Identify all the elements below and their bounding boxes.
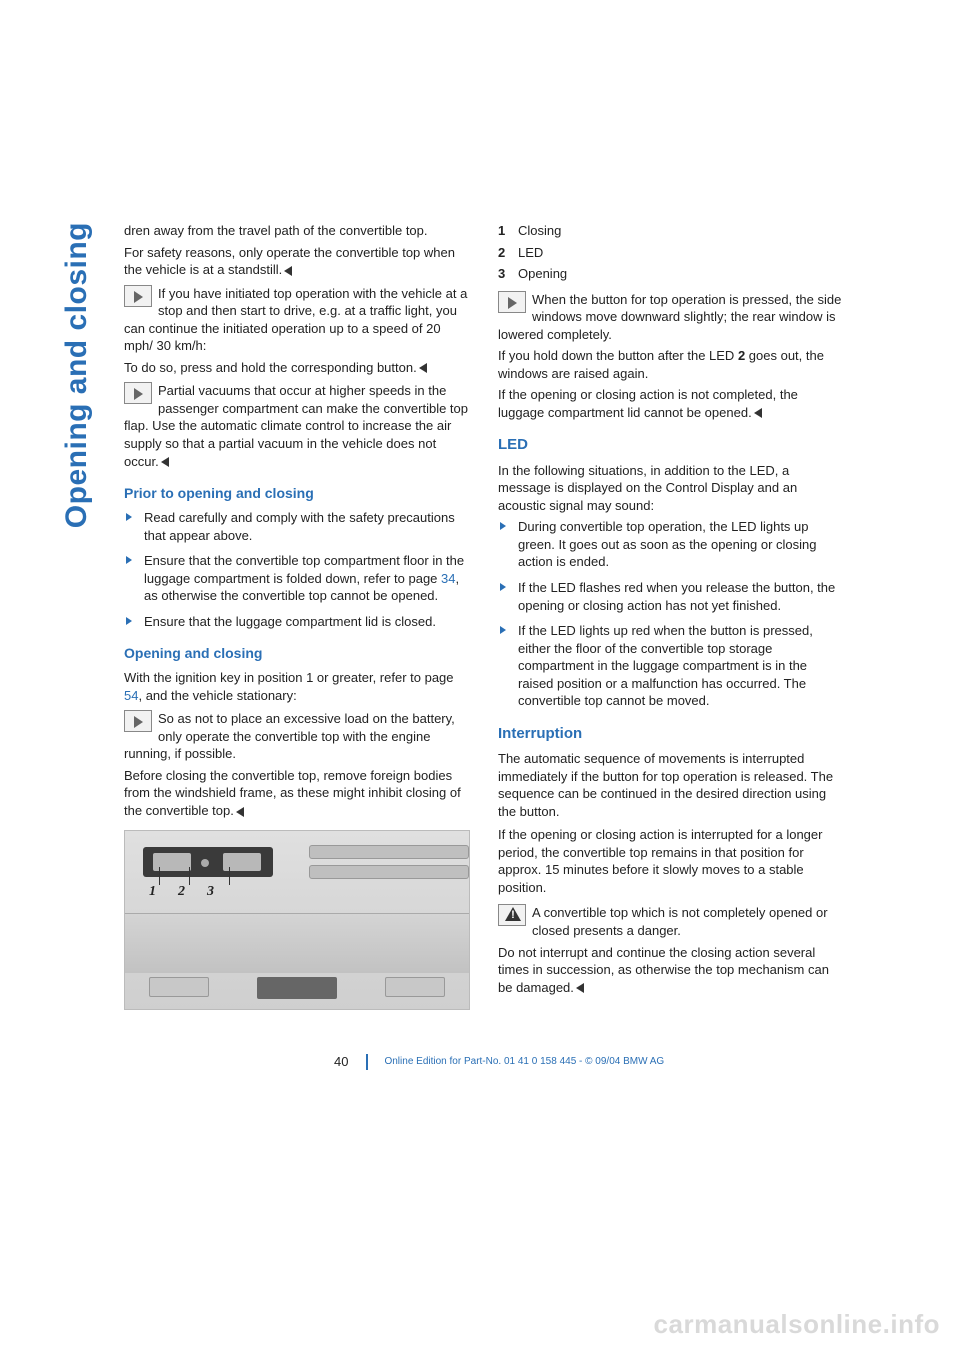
heading-prior: Prior to opening and closing xyxy=(124,484,470,503)
body-text: To do so, press and hold the correspondi… xyxy=(124,359,470,377)
note-block: So as not to place an excessive load on … xyxy=(124,710,470,763)
list-item: 3Opening xyxy=(498,265,844,283)
figure-dashboard xyxy=(125,913,469,973)
warning-block: A convertible top which is not completel… xyxy=(498,904,844,939)
body-text: dren away from the travel path of the co… xyxy=(124,222,470,240)
figure-callout: 1 xyxy=(149,883,156,902)
body-text: Before closing the convertible top, remo… xyxy=(124,767,470,820)
list-item: Read carefully and comply with the safet… xyxy=(124,509,470,544)
list-item: If the LED lights up red when the button… xyxy=(498,622,844,710)
list-item: If the LED flashes red when you release … xyxy=(498,579,844,614)
note-block: When the button for top operation is pre… xyxy=(498,291,844,344)
note-icon xyxy=(498,291,526,313)
convertible-top-controls-figure: 1 2 3 xyxy=(124,830,470,1010)
figure-led xyxy=(201,859,209,867)
figure-callouts: 1 2 3 xyxy=(149,883,214,902)
note-icon xyxy=(124,710,152,732)
end-mark-icon xyxy=(419,363,427,373)
end-mark-icon xyxy=(236,807,244,817)
note-icon xyxy=(124,285,152,307)
warning-icon xyxy=(498,904,526,926)
figure-callout: 3 xyxy=(207,883,214,902)
note-block: If you have initiated top operation with… xyxy=(124,285,470,355)
figure-button-panel xyxy=(143,847,273,877)
legend-list: 1Closing 2LED 3Opening xyxy=(498,222,844,283)
list-item: 2LED xyxy=(498,244,844,262)
body-text: With the ignition key in position 1 or g… xyxy=(124,669,470,704)
body-text: Partial vacuums that occur at higher spe… xyxy=(124,383,468,468)
page-number: 40 xyxy=(334,1054,348,1069)
body-text: So as not to place an excessive load on … xyxy=(124,711,455,761)
figure-callout: 2 xyxy=(178,883,185,902)
left-column: dren away from the travel path of the co… xyxy=(124,222,470,1010)
body-text: A convertible top which is not completel… xyxy=(532,905,828,938)
list-item: Ensure that the convertible top compartm… xyxy=(124,552,470,605)
end-mark-icon xyxy=(576,983,584,993)
end-mark-icon xyxy=(754,408,762,418)
note-icon xyxy=(124,382,152,404)
side-section-title: Opening and closing xyxy=(60,222,94,528)
led-list: During convertible top operation, the LE… xyxy=(498,518,844,709)
figure-vent-slots xyxy=(309,845,469,885)
page-content: dren away from the travel path of the co… xyxy=(124,222,844,1010)
note-block: Partial vacuums that occur at higher spe… xyxy=(124,382,470,470)
body-text: For safety reasons, only operate the con… xyxy=(124,244,470,279)
edition-line: Online Edition for Part-No. 01 41 0 158 … xyxy=(384,1056,664,1067)
right-column: 1Closing 2LED 3Opening When the button f… xyxy=(498,222,844,1010)
page-ref-link[interactable]: 34 xyxy=(441,571,455,586)
body-text: In the following situations, in addition… xyxy=(498,462,844,515)
page-footer: 40 Online Edition for Part-No. 01 41 0 1… xyxy=(334,1054,664,1070)
body-text: When the button for top operation is pre… xyxy=(498,292,841,342)
body-text: If the opening or closing action is not … xyxy=(498,386,844,421)
prior-list: Read carefully and comply with the safet… xyxy=(124,509,470,630)
list-item: During convertible top operation, the LE… xyxy=(498,518,844,571)
list-item: 1Closing xyxy=(498,222,844,240)
list-item: Ensure that the luggage compartment lid … xyxy=(124,613,470,631)
body-text: If you hold down the button after the LE… xyxy=(498,347,844,382)
body-text: The automatic sequence of movements is i… xyxy=(498,750,844,820)
body-text: Do not interrupt and continue the closin… xyxy=(498,944,844,997)
end-mark-icon xyxy=(161,457,169,467)
body-text: If you have initiated top operation with… xyxy=(124,286,467,354)
page-ref-link[interactable]: 54 xyxy=(124,688,138,703)
heading-led: LED xyxy=(498,435,844,455)
end-mark-icon xyxy=(284,266,292,276)
heading-interruption: Interruption xyxy=(498,724,844,744)
heading-opening-closing: Opening and closing xyxy=(124,644,470,663)
watermark: carmanualsonline.info xyxy=(654,1309,940,1340)
footer-divider xyxy=(366,1054,368,1070)
figure-lower-controls xyxy=(125,977,469,999)
body-text: If the opening or closing action is inte… xyxy=(498,826,844,896)
